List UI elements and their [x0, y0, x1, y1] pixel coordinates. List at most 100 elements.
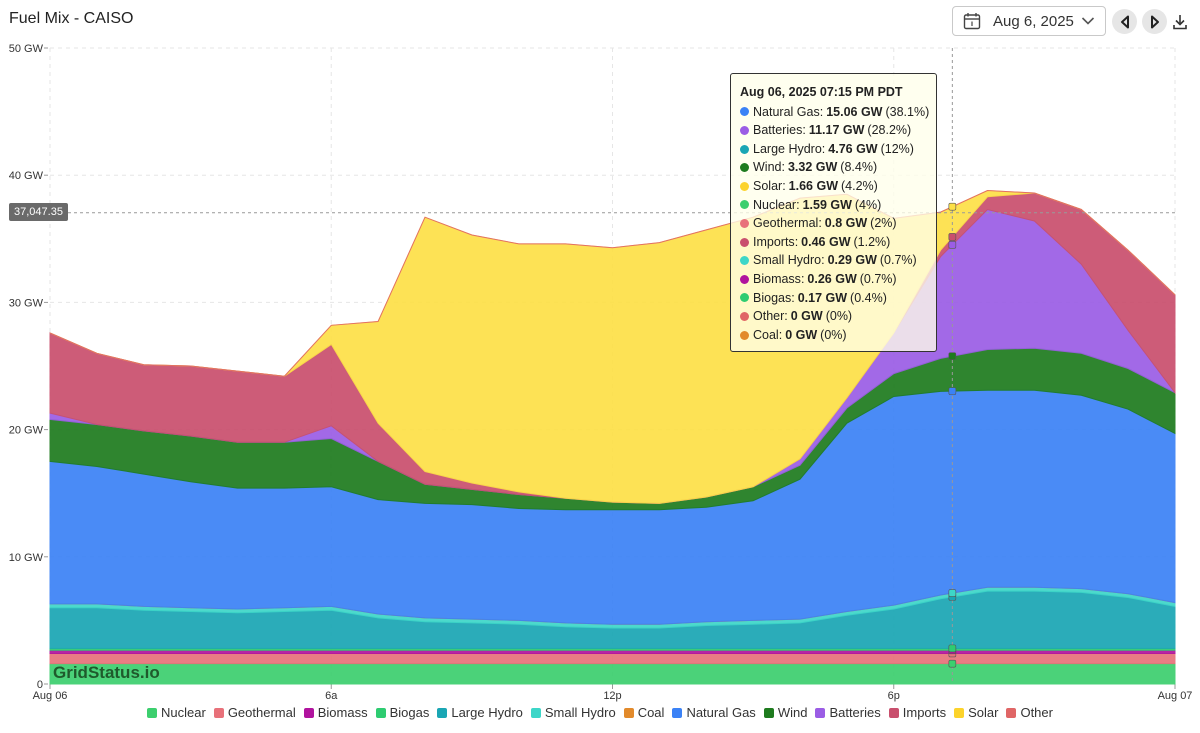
tooltip-series-name: Wind [753, 160, 782, 175]
download-icon [1173, 15, 1187, 30]
x-tick-label: 6a [325, 690, 338, 702]
legend-swatch [1006, 707, 1017, 718]
legend-item-imports[interactable]: Imports [888, 705, 947, 720]
tooltip-series-dot [740, 181, 749, 191]
hover-marker-nuclear [948, 659, 957, 668]
tooltip-series-value: 0 GW [790, 309, 823, 324]
legend-item-other[interactable]: Other [1006, 705, 1053, 720]
previous-day-button[interactable] [1112, 9, 1137, 34]
tooltip-separator: : [821, 253, 825, 268]
legend-swatch [623, 707, 634, 718]
tooltip-separator: : [821, 141, 826, 156]
tooltip-separator: : [800, 271, 805, 286]
hover-tooltip: Aug 06, 2025 07:15 PM PDT Natural Gas:15… [730, 73, 937, 352]
legend-item-large-hydro[interactable]: Large Hydro [437, 705, 523, 720]
tooltip-series-dot [740, 144, 749, 154]
tooltip-series-name: Natural Gas [753, 104, 820, 119]
tooltip-series-value: 0 GW [785, 327, 818, 342]
tooltip-series-name: Batteries [753, 123, 803, 138]
y-tick-label: 40 GW [9, 170, 44, 182]
area-nuclear[interactable] [49, 663, 1176, 685]
date-picker[interactable]: Aug 6, 2025 [952, 6, 1106, 36]
tooltip-row: Other:0 GW (0%) [740, 307, 936, 326]
tooltip-series-value: 0.29 GW [827, 253, 877, 268]
legend-label: Biomass [317, 705, 368, 720]
tooltip-separator: : [782, 178, 786, 193]
area-geothermal[interactable] [49, 653, 1176, 665]
legend-swatch [672, 707, 683, 718]
tooltip-series-dot [740, 311, 749, 321]
tooltip-series-value: 0.8 GW [824, 216, 868, 231]
tooltip-series-value: 0.17 GW [797, 290, 848, 305]
tooltip-series-value: 0.26 GW [807, 271, 857, 286]
hover-marker-small-hydro [948, 589, 957, 597]
tooltip-series-percent: (12%) [880, 141, 914, 156]
legend-label: Nuclear [161, 705, 206, 720]
tooltip-series-name: Imports [753, 234, 795, 249]
tooltip-series-percent: (0.7%) [859, 271, 897, 286]
legend-swatch [815, 707, 826, 718]
legend-item-biogas[interactable]: Biogas [375, 705, 429, 720]
tooltip-series-percent: (38.1%) [885, 104, 930, 119]
hover-marker-wind [948, 352, 957, 360]
area-other[interactable] [49, 189, 1176, 377]
tooltip-series-value: 3.32 GW [787, 160, 838, 175]
legend-item-batteries[interactable]: Batteries [815, 705, 881, 720]
legend-label: Wind [777, 705, 808, 720]
hover-marker-natural-gas [948, 387, 957, 395]
hover-marker-imports [948, 233, 957, 241]
tooltip-series-name: Coal [753, 327, 779, 342]
tooltip-separator: : [794, 234, 799, 249]
tooltip-series-name: Nuclear [753, 197, 797, 212]
crosshair-value-label: 37,047.35 [9, 203, 68, 221]
tooltip-separator: : [784, 309, 788, 324]
y-tick-label: 20 GW [9, 425, 44, 437]
tooltip-series-dot [740, 163, 749, 173]
tooltip-series-percent: (0%) [825, 309, 853, 324]
chevron-down-icon [1081, 17, 1095, 25]
tooltip-separator: : [819, 104, 824, 119]
tooltip-series-percent: (0.7%) [879, 253, 917, 268]
tooltip-row: Wind:3.32 GW (8.4%) [740, 158, 936, 177]
tooltip-series-value: 15.06 GW [826, 104, 883, 119]
tooltip-series-value: 1.59 GW [802, 197, 852, 212]
tooltip-series-dot [740, 218, 749, 228]
tooltip-series-name: Geothermal [753, 216, 819, 231]
x-tick-label: Aug 07 [1158, 690, 1193, 702]
tooltip-series-value: 4.76 GW [828, 141, 878, 156]
tooltip-series-dot [740, 330, 749, 340]
legend-item-solar[interactable]: Solar [954, 705, 998, 720]
legend-label: Solar [968, 705, 999, 720]
tooltip-row: Geothermal:0.8 GW (2%) [740, 214, 936, 233]
tooltip-row: Biogas:0.17 GW (0.4%) [740, 289, 936, 308]
legend-label: Imports [902, 705, 947, 720]
legend-item-small-hydro[interactable]: Small Hydro [530, 705, 616, 720]
legend-item-geothermal[interactable]: Geothermal [213, 705, 296, 720]
tooltip-separator: : [778, 327, 783, 342]
calendar-icon [963, 13, 981, 30]
tooltip-separator: : [818, 216, 822, 231]
tooltip-series-name: Solar [753, 178, 783, 193]
legend-item-nuclear[interactable]: Nuclear [147, 705, 206, 720]
legend-item-natural-gas[interactable]: Natural Gas [672, 705, 756, 720]
legend-label: Geothermal [227, 705, 296, 720]
caret-right-icon [1150, 15, 1159, 28]
tooltip-separator: : [791, 290, 795, 305]
legend-item-coal[interactable]: Coal [623, 705, 665, 720]
legend-item-wind[interactable]: Wind [763, 705, 808, 720]
legend-label: Small Hydro [544, 705, 616, 720]
legend-label: Coal [637, 705, 665, 720]
legend-item-biomass[interactable]: Biomass [303, 705, 368, 720]
tooltip-row: Small Hydro:0.29 GW (0.7%) [740, 251, 936, 270]
tooltip-series-dot [740, 200, 749, 210]
tooltip-series-value: 0.46 GW [801, 234, 851, 249]
tooltip-row: Large Hydro:4.76 GW (12%) [740, 140, 936, 159]
tooltip-title: Aug 06, 2025 07:15 PM PDT [740, 85, 903, 99]
y-tick-label: 30 GW [9, 297, 44, 309]
tooltip-series-percent: (0%) [820, 327, 847, 342]
next-day-button[interactable] [1142, 9, 1167, 34]
tooltip-series-value: 11.17 GW [808, 123, 865, 138]
tooltip-series-name: Small Hydro [753, 253, 822, 268]
download-button[interactable] [1170, 11, 1190, 33]
